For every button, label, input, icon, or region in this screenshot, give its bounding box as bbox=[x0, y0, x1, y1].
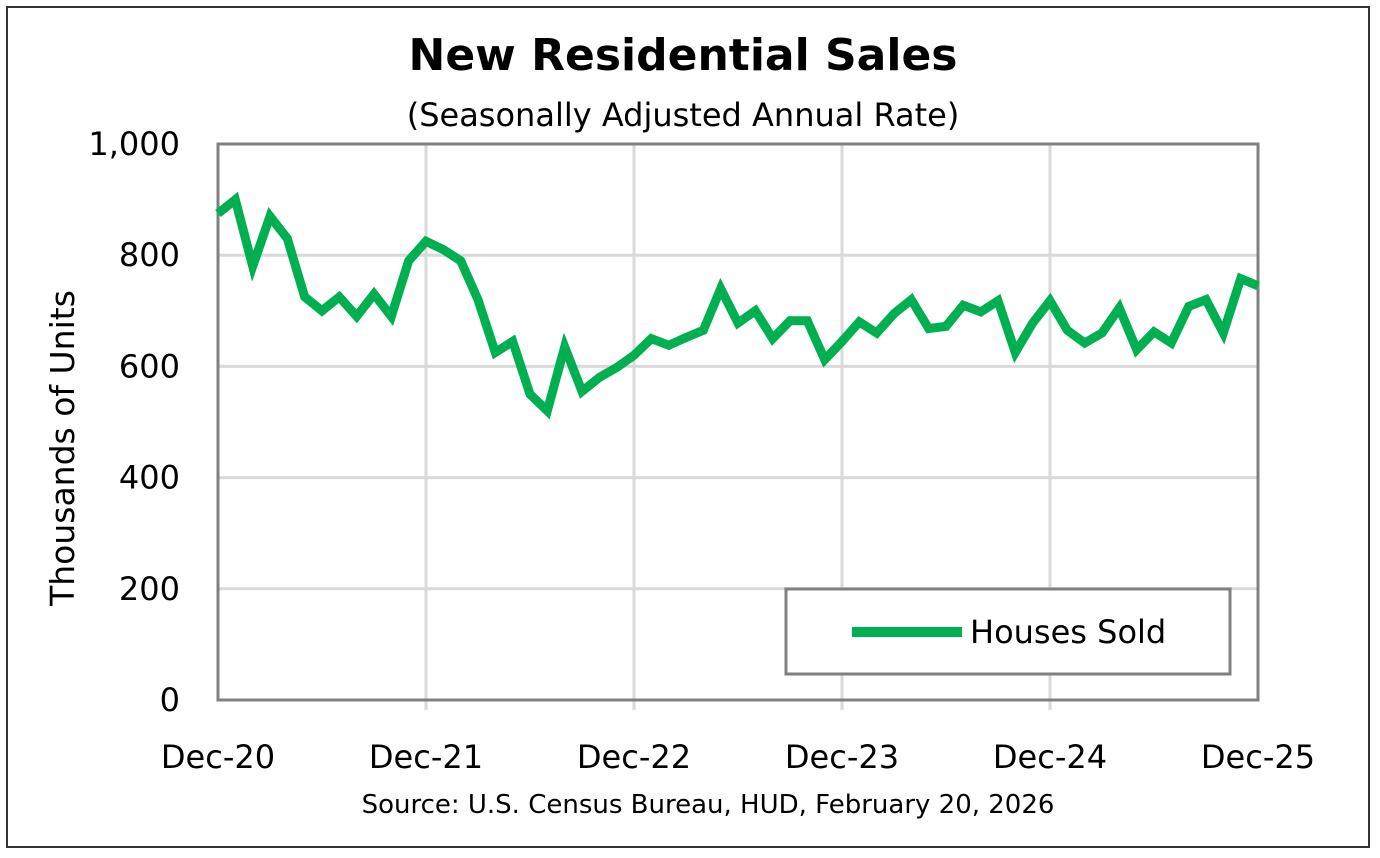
x-tick-label: Dec-25 bbox=[1201, 738, 1315, 776]
y-tick-labels: 0 200 400 600 800 1,000 bbox=[88, 125, 180, 719]
x-tick-labels: Dec-20 Dec-21 Dec-22 Dec-23 Dec-24 Dec-25 bbox=[161, 738, 1315, 776]
chart-subtitle: (Seasonally Adjusted Annual Rate) bbox=[407, 96, 960, 134]
source-note: Source: U.S. Census Bureau, HUD, Februar… bbox=[362, 790, 1055, 820]
x-tick-label: Dec-22 bbox=[577, 738, 691, 776]
y-tick-label: 600 bbox=[119, 347, 180, 385]
x-tick-label: Dec-21 bbox=[369, 738, 483, 776]
legend-box bbox=[784, 587, 1232, 676]
x-tick-label: Dec-23 bbox=[785, 738, 899, 776]
series-line-houses-sold bbox=[215, 191, 1260, 420]
y-tick-label: 200 bbox=[119, 570, 180, 608]
y-tick-label: 800 bbox=[119, 236, 180, 274]
y-tick-label: 0 bbox=[160, 681, 180, 719]
legend: Houses Sold bbox=[784, 587, 1232, 676]
x-tick-label: Dec-20 bbox=[161, 738, 275, 776]
plot-border bbox=[216, 142, 1260, 702]
y-axis-label: Thousands of Units bbox=[43, 290, 82, 607]
x-tick-label: Dec-24 bbox=[993, 738, 1107, 776]
y-tick-label: 1,000 bbox=[88, 125, 180, 163]
legend-label-houses-sold: Houses Sold bbox=[970, 613, 1166, 651]
y-tick-label: 400 bbox=[119, 459, 180, 497]
chart-frame bbox=[6, 6, 1370, 848]
chart-title: New Residential Sales bbox=[409, 30, 958, 81]
